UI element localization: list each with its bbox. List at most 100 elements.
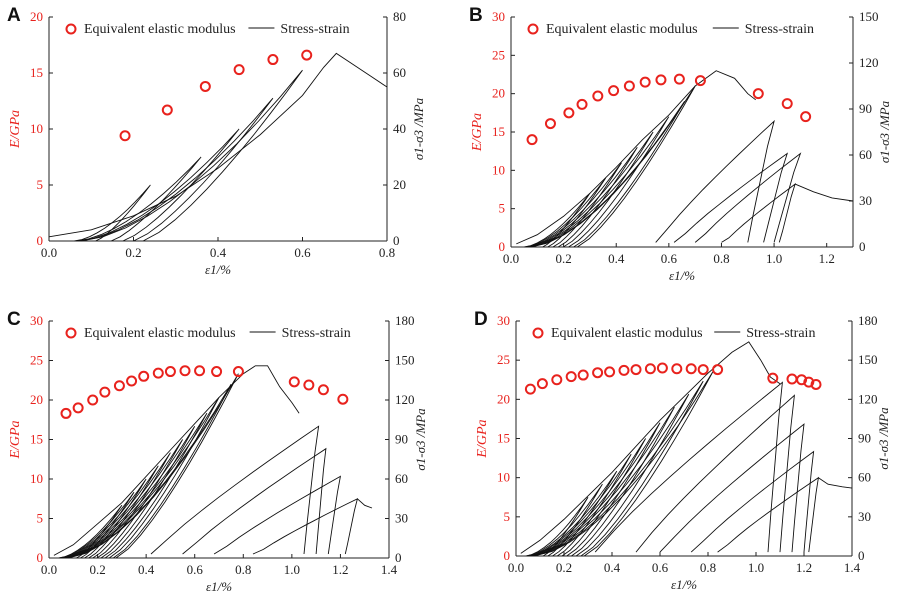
- modulus-point: [673, 73, 685, 85]
- x-tick-label: 0.2: [556, 560, 572, 575]
- modulus-point: [233, 64, 245, 76]
- x-axis-title: ε1/%: [669, 268, 695, 283]
- legend-curve-label: Stress-strain: [745, 22, 814, 37]
- x-tick-label: 1.4: [381, 562, 398, 577]
- postpeak-loop: [594, 381, 783, 553]
- postpeak-loop: [213, 475, 342, 555]
- modulus-point: [551, 374, 563, 386]
- panel-letter: C: [7, 309, 21, 330]
- x-tick-label: 1.0: [284, 562, 300, 577]
- modulus-point: [526, 134, 538, 146]
- modulus-point: [211, 366, 223, 378]
- postpeak-loop: [717, 476, 820, 553]
- y-right-tick-label: 150: [858, 352, 878, 367]
- legend-modulus-label: Equivalent elastic modulus: [84, 22, 236, 37]
- cycle-loop: [532, 393, 690, 557]
- postpeak-loop: [694, 152, 802, 243]
- postpeak-loop: [690, 450, 815, 553]
- cycle-loop: [66, 397, 220, 559]
- x-axis-title: ε1/%: [206, 579, 232, 594]
- cycle-loop: [75, 156, 202, 242]
- y-left-tick-label: 10: [497, 470, 510, 485]
- x-tick-label: 0.6: [652, 560, 669, 575]
- x-tick-label: 0.2: [555, 251, 571, 266]
- modulus-point: [697, 364, 709, 376]
- y-right-tick-label: 30: [859, 193, 872, 208]
- modulus-point: [119, 130, 131, 142]
- modulus-point: [164, 366, 176, 378]
- cycle-loop: [63, 439, 183, 559]
- y-left-tick-label: 5: [37, 511, 44, 526]
- cycle-loop: [77, 128, 240, 242]
- y-right-tick-label: 90: [395, 432, 408, 447]
- modulus-point: [536, 378, 548, 390]
- modulus-point: [113, 380, 125, 392]
- cycle-loop: [529, 116, 670, 248]
- modulus-point: [577, 369, 589, 381]
- cycle-loop: [65, 412, 208, 559]
- x-tick-label: 0.8: [700, 560, 716, 575]
- y-left-axis-title: E/GPa: [8, 110, 23, 149]
- modulus-point: [576, 98, 588, 110]
- y-right-tick-label: 40: [393, 121, 406, 136]
- cycle-loop: [67, 383, 232, 559]
- cycle-loop: [64, 426, 196, 559]
- y-left-axis-title: E/GPa: [8, 420, 23, 459]
- y-right-tick-label: 180: [395, 313, 415, 328]
- y-right-tick-label: 90: [859, 101, 872, 116]
- cycle-loop: [79, 97, 274, 242]
- legend-modulus-label: Equivalent elastic modulus: [551, 326, 703, 341]
- modulus-point: [87, 394, 99, 406]
- y-right-tick-label: 120: [395, 392, 415, 407]
- y-left-tick-label: 25: [497, 352, 510, 367]
- panel-letter: D: [474, 309, 488, 330]
- y-right-tick-label: 150: [859, 9, 879, 24]
- modulus-point: [303, 379, 315, 391]
- modulus-point: [72, 402, 84, 414]
- y-left-tick-label: 20: [497, 391, 510, 406]
- x-tick-label: 0.4: [608, 251, 625, 266]
- x-tick-label: 0.6: [187, 562, 204, 577]
- x-tick-label: 1.2: [819, 251, 835, 266]
- x-tick-label: 0.8: [235, 562, 251, 577]
- residual-tail: [357, 498, 373, 509]
- modulus-point: [767, 372, 779, 384]
- modulus-point: [544, 118, 556, 130]
- y-right-tick-label: 60: [859, 147, 872, 162]
- modulus-point: [608, 85, 620, 97]
- x-tick-label: 0.6: [294, 245, 311, 260]
- y-right-tick-label: 120: [858, 391, 878, 406]
- postpeak-loop: [721, 182, 796, 243]
- y-left-tick-label: 5: [37, 177, 44, 192]
- y-left-axis-title: E/GPa: [475, 419, 490, 458]
- cycle-loop: [530, 422, 661, 557]
- cycle-loop: [61, 465, 159, 559]
- legend-modulus-marker: [65, 327, 77, 339]
- y-left-tick-label: 10: [30, 471, 43, 486]
- y-right-tick-label: 60: [393, 65, 406, 80]
- legend-modulus-marker: [527, 23, 539, 35]
- cycle-loop: [527, 470, 618, 557]
- modulus-point: [301, 49, 313, 61]
- modulus-point: [152, 367, 164, 379]
- y-right-axis-title: σ1-σ3 /MPa: [877, 100, 892, 163]
- legend-modulus-label: Equivalent elastic modulus: [546, 22, 698, 37]
- y-left-tick-label: 30: [497, 313, 510, 328]
- y-right-axis-title: σ1-σ3 /MPa: [413, 408, 428, 471]
- postpeak-loop: [673, 152, 789, 243]
- residual-tail: [794, 183, 854, 202]
- cycle-loop: [527, 147, 638, 248]
- y-left-tick-label: 25: [30, 353, 43, 368]
- y-left-tick-label: 5: [499, 201, 506, 216]
- legend-modulus-marker: [65, 23, 77, 35]
- y-left-tick-label: 15: [497, 431, 510, 446]
- cycle-loop: [528, 453, 632, 557]
- x-tick-label: 1.0: [766, 251, 782, 266]
- modulus-point: [565, 371, 577, 383]
- x-tick-label: 0.2: [125, 245, 141, 260]
- cycle-loop: [531, 85, 696, 248]
- legend-modulus-label: Equivalent elastic modulus: [84, 326, 236, 341]
- y-left-tick-label: 15: [30, 65, 43, 80]
- postpeak-loop: [252, 497, 359, 555]
- modulus-point: [644, 363, 656, 375]
